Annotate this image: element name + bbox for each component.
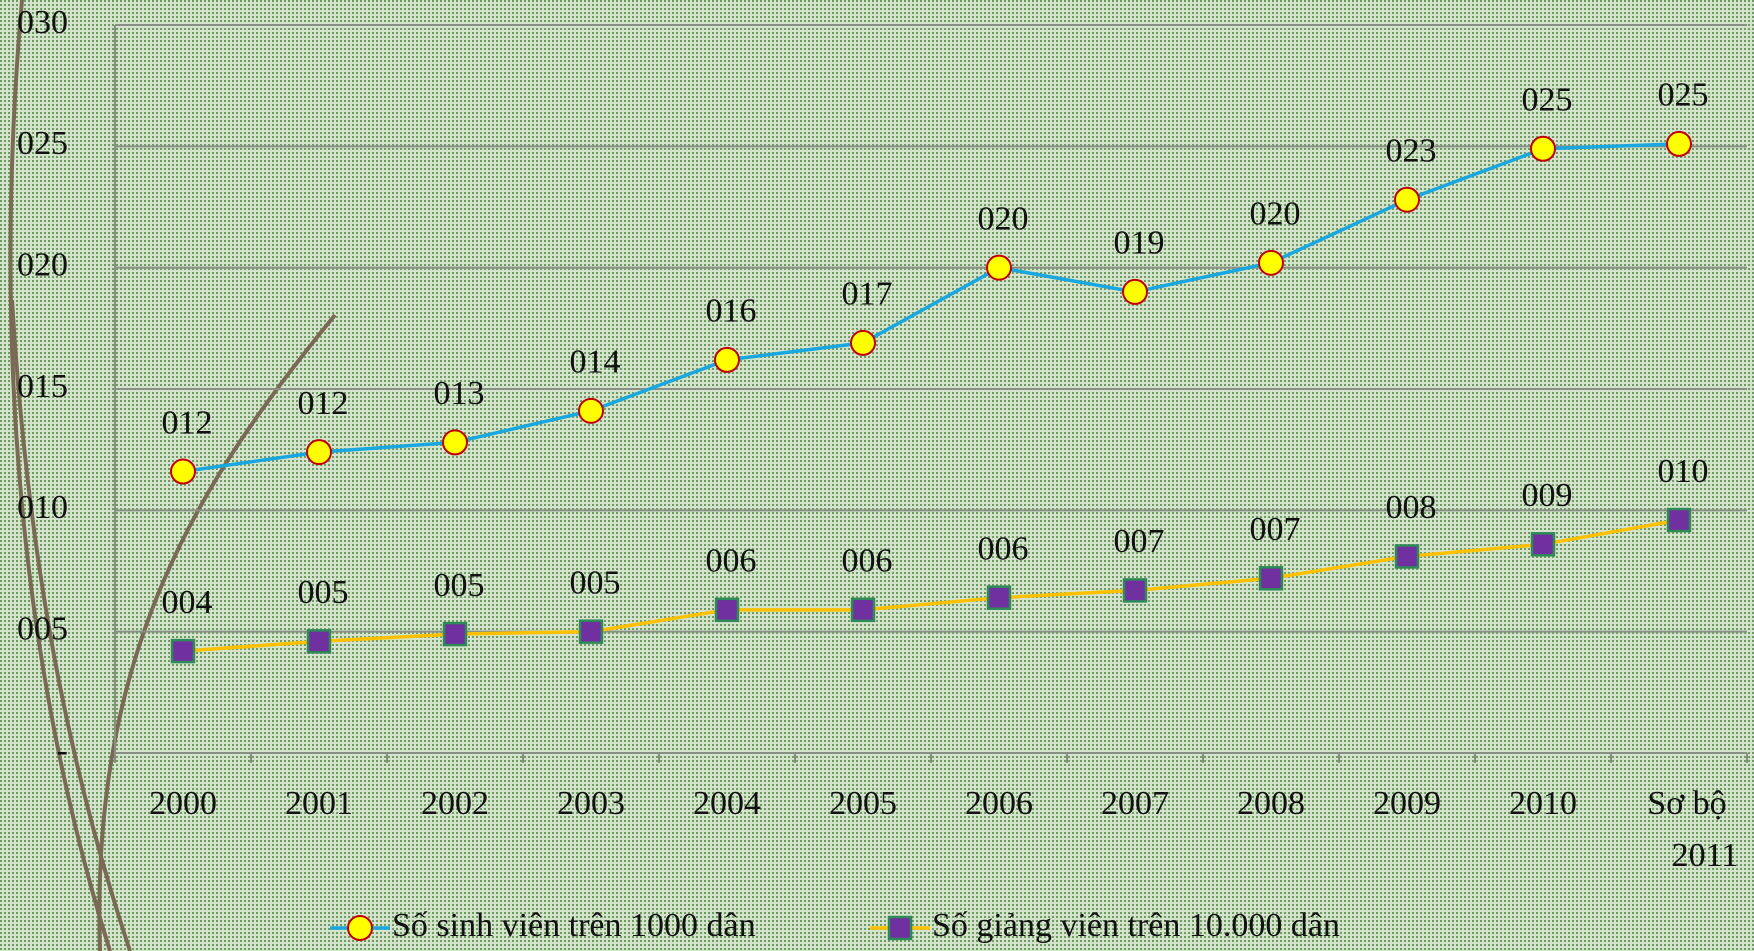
data-point <box>1666 130 1692 157</box>
data-label: 025 <box>1522 82 1573 119</box>
decoration <box>8 0 337 951</box>
data-point <box>986 254 1012 281</box>
data-point <box>1394 186 1420 213</box>
data-point <box>578 397 604 424</box>
data-point <box>442 621 468 647</box>
y-tick-label: 010 <box>17 489 68 526</box>
x-tick-label: 2001 <box>285 785 353 822</box>
data-point <box>306 439 332 466</box>
data-point <box>850 329 876 356</box>
data-label: 020 <box>978 200 1029 237</box>
y-tick-label: 030 <box>17 4 68 41</box>
x-tick-label: 2010 <box>1509 785 1577 822</box>
data-label: 007 <box>1114 523 1165 560</box>
legend-label: Số sinh viên trên 1000 dân <box>392 907 756 944</box>
data-label: 023 <box>1386 133 1437 170</box>
x-tick-label: 2007 <box>1101 785 1169 822</box>
data-label: 008 <box>1386 489 1437 526</box>
data-label: 020 <box>1250 196 1301 233</box>
x-tick-label: 2006 <box>965 785 1033 822</box>
data-point <box>306 629 332 654</box>
legend: Số sinh viên trên 1000 dân Số giảng viên … <box>330 907 1340 944</box>
data-label: 012 <box>298 385 349 422</box>
data-label: 005 <box>570 564 621 601</box>
data-label: 016 <box>706 293 757 330</box>
data-label: 013 <box>434 375 485 412</box>
y-tick-label: 020 <box>17 246 68 283</box>
data-point <box>1530 532 1556 557</box>
data-point <box>170 638 196 664</box>
data-label: 006 <box>978 530 1029 567</box>
data-label: 007 <box>1250 511 1301 548</box>
data-label: 006 <box>842 543 893 580</box>
legend-marker <box>887 915 913 941</box>
data-point <box>1122 578 1148 603</box>
data-label: 014 <box>570 344 621 381</box>
data-point <box>986 585 1012 610</box>
x-tick-label: 2005 <box>829 785 897 822</box>
data-label: 006 <box>706 543 757 580</box>
data-point <box>1258 566 1284 591</box>
legend-label: Số giảng viên trên 10.000 dân <box>932 907 1340 944</box>
y-tick-label: 025 <box>17 125 68 162</box>
data-label: 025 <box>1658 77 1709 114</box>
x-tick-label: 2000 <box>149 785 217 822</box>
series-line <box>182 142 1680 474</box>
data-label: 010 <box>1658 453 1709 490</box>
data-point <box>442 429 468 456</box>
data-label: 004 <box>162 584 213 621</box>
x-tick-label: 2009 <box>1373 785 1441 822</box>
y-tick-label: 005 <box>17 610 68 647</box>
data-point <box>1666 507 1692 533</box>
data-label: 005 <box>298 574 349 611</box>
data-label: 005 <box>434 567 485 604</box>
x-tick-label: 2002 <box>421 785 489 822</box>
data-point <box>1530 135 1556 162</box>
data-point <box>714 346 740 373</box>
y-tick-label: - <box>57 732 68 769</box>
legend-marker <box>347 915 373 941</box>
data-point <box>1122 278 1148 305</box>
x-tick-label: 2008 <box>1237 785 1305 822</box>
data-label: 012 <box>162 404 213 441</box>
x-tick-label-line: Sơ bộ <box>1647 785 1726 822</box>
data-label: 009 <box>1522 477 1573 514</box>
series-line <box>182 518 1680 653</box>
data-point <box>170 458 196 485</box>
x-tick-label: Sơ bộ 2011 <box>1647 785 1738 874</box>
data-label: 019 <box>1114 225 1165 262</box>
data-point <box>578 619 604 644</box>
data-point <box>1258 249 1284 276</box>
y-tick-label: 015 <box>17 368 68 405</box>
data-point <box>714 597 740 623</box>
x-tick-label: 2004 <box>693 785 761 822</box>
x-tick-label: 2003 <box>557 785 625 822</box>
x-tick-label-line: 2011 <box>1672 837 1739 874</box>
data-point <box>850 597 876 623</box>
data-label: 017 <box>842 276 893 313</box>
data-point <box>1394 544 1420 569</box>
